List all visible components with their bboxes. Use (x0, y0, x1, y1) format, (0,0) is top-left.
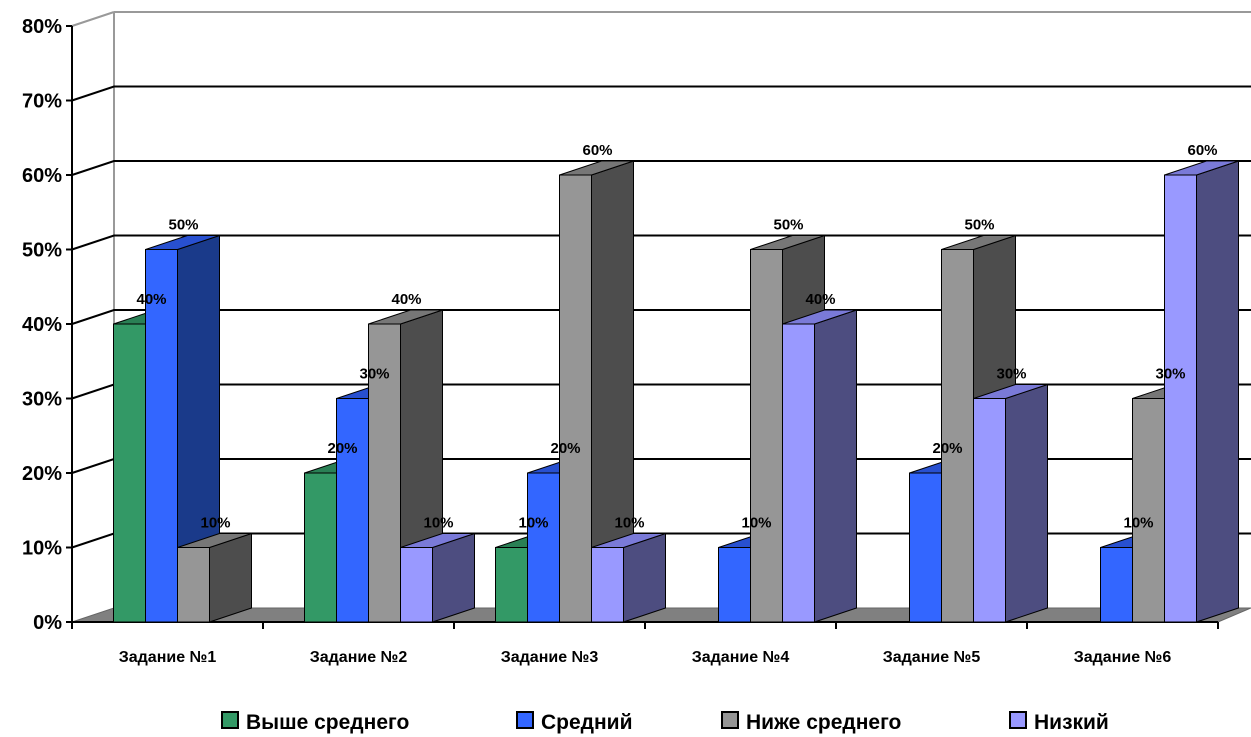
y-tick-label: 10% (22, 538, 62, 560)
data-label: 50% (964, 217, 994, 234)
data-labels: 40% 50% 10% 20% 30% 40% 10% 10% 20% 60% 10% 10% 50% 4… (136, 142, 1217, 532)
bar-front-face (1164, 174, 1197, 623)
legend-label: Выше среднего (246, 711, 409, 734)
x-tick-label: Задание №1 (119, 649, 217, 666)
data-label: 40% (136, 291, 166, 308)
bar-side-face (209, 532, 252, 623)
x-tick-label: Задание №2 (310, 649, 408, 666)
x-tick-label: Задание №5 (883, 649, 981, 666)
bar-side-face (432, 532, 475, 623)
bar-front-face (145, 249, 178, 623)
data-label: 20% (932, 440, 962, 457)
legend-item: Средний (516, 711, 633, 734)
chart-floor (71, 607, 1251, 623)
legend-item: Выше среднего (221, 711, 409, 734)
data-label: 10% (614, 515, 644, 532)
legend-swatch (721, 711, 739, 729)
bar-side-face (623, 532, 666, 623)
bar-front-face (559, 174, 592, 623)
y-tick-label: 60% (22, 165, 62, 187)
bar-front-face (336, 398, 369, 623)
bar-front-face (400, 547, 433, 623)
bar-front-face (1132, 398, 1165, 623)
x-tick-label: Задание №3 (501, 649, 599, 666)
legend-swatch (516, 711, 534, 729)
legend-label: Средний (541, 711, 633, 734)
gridline (71, 383, 1251, 400)
data-label: 50% (773, 217, 803, 234)
y-tick-label: 40% (22, 314, 62, 336)
bar (782, 309, 857, 623)
y-tick-label: 0% (33, 612, 62, 634)
data-label: 20% (550, 440, 580, 457)
data-label: 40% (805, 291, 835, 308)
bars (113, 160, 1239, 623)
y-tick-label: 30% (22, 389, 62, 411)
x-tick-label: Задание №4 (692, 649, 790, 666)
data-label: 10% (741, 515, 771, 532)
y-tick-label: 80% (22, 16, 62, 38)
bar (400, 532, 475, 623)
gridline (71, 234, 1251, 251)
gridline (71, 85, 1251, 102)
legend-item: Низкий (1009, 711, 1109, 734)
data-label: 60% (1187, 142, 1217, 159)
data-label: 30% (359, 366, 389, 383)
bar-front-face (495, 547, 528, 623)
y-tick-label: 20% (22, 463, 62, 485)
bar (973, 383, 1048, 623)
bar-front-face (1100, 547, 1133, 623)
data-label: 30% (996, 366, 1026, 383)
bar (591, 532, 666, 623)
bar (177, 532, 252, 623)
floor-plane (71, 607, 1251, 623)
gridline (71, 309, 1251, 325)
data-label: 40% (391, 291, 421, 308)
legend-label: Низкий (1034, 711, 1109, 734)
legend-label: Ниже среднего (746, 711, 901, 734)
bar-front-face (113, 323, 146, 623)
data-label: 30% (1155, 366, 1185, 383)
legend-item: Ниже среднего (721, 711, 901, 734)
bar-front-face (368, 323, 401, 623)
bar-front-face (782, 323, 815, 623)
data-label: 50% (168, 217, 198, 234)
bar-side-face (1196, 160, 1239, 623)
legend: Выше среднего Средний Ниже среднего Низкий (221, 711, 1109, 734)
bar-front-face (750, 249, 783, 623)
bar (145, 234, 220, 623)
data-label: 20% (327, 440, 357, 457)
legend-swatch (1009, 711, 1027, 729)
bar-front-face (941, 249, 974, 623)
bar-front-face (527, 472, 560, 623)
bar (559, 160, 634, 623)
gridlines (71, 85, 1251, 549)
data-label: 10% (423, 515, 453, 532)
bar-front-face (177, 547, 210, 623)
wall-top-edge (71, 11, 115, 27)
gridline (71, 458, 1251, 474)
data-label: 10% (1123, 515, 1153, 532)
x-tick-label: Задание №6 (1074, 649, 1172, 666)
y-tick-label: 50% (22, 240, 62, 262)
gridline (71, 160, 1251, 176)
data-label: 60% (582, 142, 612, 159)
bar (1164, 160, 1239, 623)
legend-swatch (221, 711, 239, 729)
axes: 0% 10% 20% 30% 40% 50% 60% 70% 80% Задание №1 Зада… (22, 16, 1219, 666)
bar-front-face (304, 472, 337, 623)
bar-front-face (591, 547, 624, 623)
bar-front-face (718, 547, 751, 623)
data-label: 10% (518, 515, 548, 532)
y-tick-label: 70% (22, 91, 62, 113)
data-label: 10% (200, 515, 230, 532)
bar-side-face (814, 309, 857, 623)
bar-front-face (909, 472, 942, 623)
bar-side-face (1005, 383, 1048, 623)
bar-front-face (973, 398, 1006, 623)
